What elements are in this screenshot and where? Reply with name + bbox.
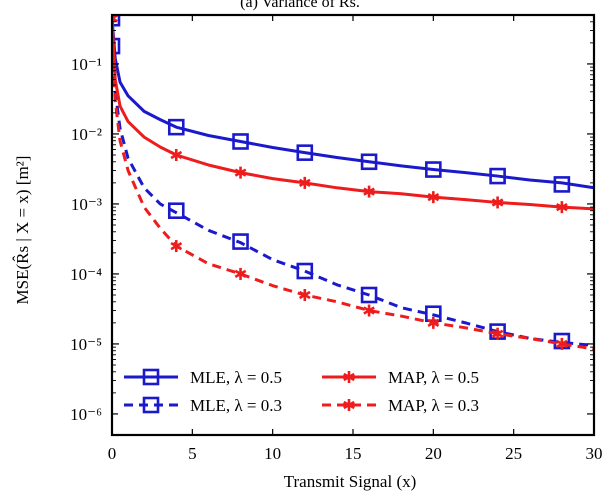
series-4-marker-stroke bbox=[363, 306, 375, 315]
y-tick-label: 10⁻² bbox=[71, 125, 102, 144]
series-3-marker-stroke bbox=[234, 168, 247, 177]
series-4-line bbox=[112, 18, 594, 351]
series-2-marker bbox=[112, 37, 121, 55]
series-4-marker-stroke bbox=[556, 339, 568, 349]
legend-box bbox=[118, 362, 558, 420]
series-2-marker bbox=[167, 202, 185, 220]
series-2-marker bbox=[232, 233, 249, 250]
axes: 0 5 10 15 20 25 30 10⁻⁶ 10⁻⁵ 10⁻⁴ 10⁻³ 10⁻² 10⁻¹ bbox=[70, 14, 603, 463]
legend-swatch-marker bbox=[343, 399, 355, 411]
legend-swatch-marker bbox=[142, 368, 160, 386]
y-tick-label: 10⁻¹ bbox=[71, 55, 102, 74]
series-1-marker bbox=[553, 176, 571, 193]
series-4-marker bbox=[363, 304, 375, 317]
x-tick-label: 0 bbox=[108, 444, 117, 463]
series-3-marker-stroke bbox=[363, 187, 375, 196]
series-3-line bbox=[112, 18, 594, 211]
series-1-marker bbox=[112, 15, 121, 27]
series-4-marker bbox=[491, 327, 504, 340]
series-3-marker bbox=[556, 201, 568, 214]
series-3-marker-stroke bbox=[556, 203, 568, 212]
series-3-marker bbox=[491, 196, 504, 209]
series-4-marker-stroke bbox=[298, 290, 311, 300]
series-1-marker bbox=[232, 133, 249, 150]
legend-swatch-marker-stroke bbox=[343, 372, 355, 382]
x-tick-label: 20 bbox=[425, 444, 442, 463]
series-3-marker bbox=[170, 149, 183, 161]
series-4-marker-stroke bbox=[427, 318, 440, 327]
x-tick-label: 5 bbox=[188, 444, 197, 463]
y-tick-label: 10⁻³ bbox=[71, 195, 102, 214]
series-4-marker bbox=[427, 316, 440, 329]
series-1-marker bbox=[360, 153, 378, 171]
y-tick-label: 10⁻⁵ bbox=[70, 335, 102, 354]
series-3-marker bbox=[363, 185, 375, 198]
series-3-marker-stroke bbox=[491, 198, 504, 207]
chart-title: (a) Variance of R̂s. bbox=[240, 0, 360, 11]
series-1-marker bbox=[296, 144, 314, 161]
series-4-marker bbox=[170, 240, 183, 253]
legend-label: MLE, λ = 0.5 bbox=[190, 368, 282, 387]
legend-swatch-marker bbox=[142, 396, 160, 414]
x-tick-label: 10 bbox=[264, 444, 281, 463]
plot-area bbox=[112, 15, 594, 351]
series-4-marker-stroke bbox=[491, 329, 504, 338]
series-4-marker-stroke bbox=[112, 15, 118, 20]
y-tick-label: 10⁻⁴ bbox=[70, 265, 102, 284]
legend: MLE, λ = 0.5 MLE, λ = 0.3 MAP, λ = 0.5 MAP,… bbox=[118, 362, 558, 420]
series-4-marker-stroke bbox=[112, 16, 118, 23]
series-3-marker bbox=[427, 191, 440, 204]
y-tick-label: 10⁻⁶ bbox=[70, 405, 102, 424]
x-axis-label: Transmit Signal (x) bbox=[284, 472, 417, 491]
series-3-marker-stroke bbox=[298, 178, 311, 187]
legend-label: MAP, λ = 0.5 bbox=[388, 368, 479, 387]
series-4-marker bbox=[556, 337, 568, 350]
series-1-marker bbox=[425, 161, 442, 178]
legend-swatch-marker-stroke bbox=[343, 400, 355, 410]
series-2-line bbox=[112, 45, 594, 347]
series-3-marker bbox=[234, 166, 247, 179]
series-3-marker bbox=[298, 176, 311, 189]
series-4-marker bbox=[112, 15, 118, 25]
x-tick-label: 30 bbox=[586, 444, 603, 463]
series-4-marker bbox=[298, 289, 311, 301]
series-2-marker bbox=[360, 286, 378, 304]
series-3-marker-stroke bbox=[427, 193, 440, 202]
series-2-marker bbox=[296, 262, 314, 280]
series-1-line bbox=[112, 18, 594, 190]
series-1-marker bbox=[489, 167, 506, 185]
series-3-marker-stroke bbox=[170, 150, 183, 160]
series-1-marker bbox=[167, 118, 185, 136]
legend-label: MAP, λ = 0.3 bbox=[388, 396, 479, 415]
x-tick-label: 25 bbox=[505, 444, 522, 463]
series-4-marker bbox=[234, 267, 247, 280]
series-4-marker-stroke bbox=[170, 241, 183, 251]
x-tick-label: 15 bbox=[345, 444, 362, 463]
y-axis-label: MSE(R̂s | X = x) [m²] bbox=[13, 156, 32, 305]
legend-label: MLE, λ = 0.3 bbox=[190, 396, 282, 415]
legend-swatch-marker bbox=[343, 371, 355, 383]
series-4-marker-stroke bbox=[234, 269, 247, 279]
